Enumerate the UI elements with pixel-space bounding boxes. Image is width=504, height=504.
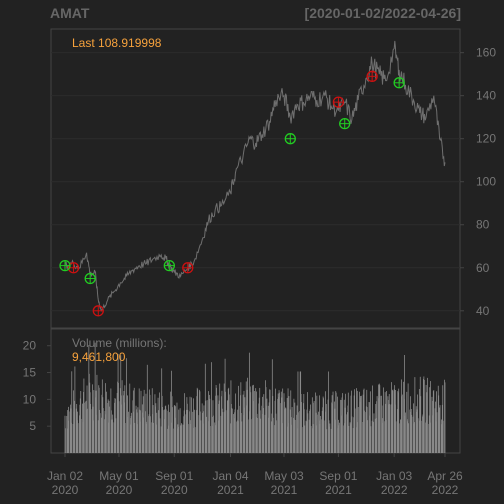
x-axis-label-year: 2021 (325, 483, 352, 497)
volume-bars (64, 342, 446, 453)
x-axis-label-year: 2021 (217, 483, 244, 497)
last-price-label: Last 108.919998 (72, 36, 162, 50)
price-axis-label: 60 (476, 261, 490, 275)
volume-axis-label: 5 (29, 419, 36, 433)
x-axis-label-year: 2020 (52, 483, 79, 497)
x-axis-label-month: Sep 01 (319, 469, 357, 483)
x-axis-label-year: 2020 (161, 483, 188, 497)
volume-axis-label: 15 (23, 366, 37, 380)
x-axis-label-month: Apr 26 (427, 469, 463, 483)
volume-axis-label: 10 (23, 392, 37, 406)
x-axis-label-year: 2020 (106, 483, 133, 497)
x-axis-label-month: Jan 03 (376, 469, 412, 483)
price-axis-label: 100 (476, 175, 496, 189)
volume-last-value: 9,461,800 (72, 350, 126, 364)
x-axis-label-month: Sep 01 (155, 469, 193, 483)
x-axis-label-month: Jan 04 (212, 469, 248, 483)
price-axis-label: 140 (476, 89, 496, 103)
price-axis-label: 80 (476, 218, 490, 232)
volume-title: Volume (millions): (72, 336, 167, 350)
x-axis-label-year: 2022 (432, 483, 459, 497)
x-axis-label-month: May 03 (264, 469, 304, 483)
volume-axis-label: 20 (23, 339, 37, 353)
x-axis-label-year: 2022 (381, 483, 408, 497)
price-panel-frame (50, 28, 461, 329)
x-axis-label-month: Jan 02 (47, 469, 83, 483)
chart-date-range: [2020-01-02/2022-04-26] (304, 5, 461, 21)
x-axis-label-year: 2021 (271, 483, 298, 497)
price-axis-label: 40 (476, 304, 490, 318)
chart-ticker-title: AMAT (50, 5, 90, 21)
price-axis-label: 160 (476, 46, 496, 60)
x-axis-label-month: May 01 (99, 469, 139, 483)
price-line (64, 40, 446, 312)
price-axis-label: 120 (476, 132, 496, 146)
